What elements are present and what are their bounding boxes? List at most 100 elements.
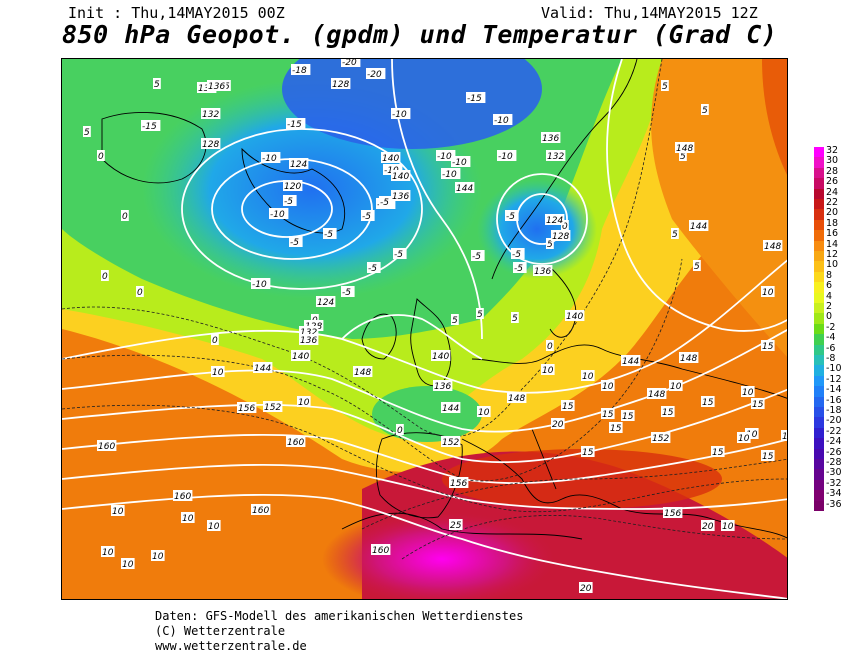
temperature-label-box [111,505,125,516]
geopotential-label: 160 [252,506,269,516]
geopotential-label: 144 [442,404,459,414]
temperature-label-box [323,228,337,239]
geopotential-label: 120 [284,182,301,192]
geopotential-label: 136 [542,134,559,144]
geopotential-label: 140 [566,312,583,322]
temperature-label: 5 [154,80,160,90]
geopotential-label: 152 [264,403,281,413]
colorbar-tick-label: 18 [826,217,839,229]
colorbar-tick-label: 14 [826,238,839,250]
colorbar-tick-label: -30 [826,467,842,479]
temperature-label: 25 [450,521,462,531]
temperature-label-box [601,408,615,419]
temperature-label-box [601,380,615,391]
temperature-label-box [391,108,411,119]
colorbar-tick-label: -6 [826,342,836,354]
temperature-label-box [701,520,715,531]
geopotential-label: 152 [652,434,669,444]
temperature-label: 10 [738,434,750,444]
temperature-label-box [383,164,403,175]
temperature-label-box [466,92,486,103]
geopotential-label: 140 [432,352,449,362]
colorbar-tick-label: 24 [826,186,839,198]
temperature-label-box [441,168,461,179]
geopotential-label: 132 [300,328,317,338]
temperature-label: 5 [477,310,483,320]
temperature-colorbar [814,147,824,512]
temperature-label: 5 [694,262,700,272]
temperature-label: 10 [602,382,614,392]
geopotential-label-box [651,432,671,443]
colorbar-tick-label: 4 [826,290,833,302]
colorbar-tick-label: 20 [826,207,839,219]
temperature-label: 5 [452,316,458,326]
colorbar-tick-label: 10 [826,259,839,271]
geopotential-label-box [533,265,553,276]
temperature-label-box [711,446,725,457]
geopotential-label-box [207,80,227,91]
temperature-label-box [297,396,311,407]
colorbar-tick-label: 26 [826,176,839,188]
temperature-label: -5 [472,252,481,262]
geopotential-label: 128 [552,232,569,242]
temperature-label-box [283,195,297,206]
temperature-label-box [541,364,555,375]
colorbar-cell [814,396,824,408]
geopotential-label-box [173,490,193,501]
temperature-label-box [513,262,527,273]
temperature-label: 0 [102,272,108,282]
colorbar-cell [814,147,824,158]
geopotential-label-box [545,214,565,225]
coastline-norway [491,59,638,280]
geopotential-label-box [391,170,411,181]
colorbar-cell [814,178,824,190]
temperature-label-box [269,208,289,219]
temperature-label-box [361,210,375,221]
temperature-label: 10 [122,560,134,570]
geopotential-label: 124 [290,160,307,170]
isohypse-160 [62,493,787,599]
temperature-label-box [141,120,161,131]
geopotential-label-box [763,240,783,251]
isohypse-low-scand-128 [496,173,588,265]
coastline-ireland [361,313,397,360]
temperature-label-box [451,314,459,325]
colorbar-cell [814,261,824,273]
temperature-label-box [669,380,683,391]
temperature-label-box [449,519,463,530]
temperature-label: 15 [782,432,788,442]
temperature-label: 0 [397,426,403,436]
temperature-label-box [745,428,759,439]
temperature-label: 10 [212,368,224,378]
geopotential-label: 128 [332,80,349,90]
temperature-label-box [436,150,456,161]
temperature-label: -10 [494,116,509,126]
geopotential-label-box [663,507,683,518]
geopotential-label-box [621,355,641,366]
colorbar-cell [814,251,824,262]
colorbar-cell [814,303,824,314]
geopotential-label: 156 [450,479,467,489]
temperature-label-box [581,370,595,381]
geopotential-contours [62,59,787,599]
temperature-label: -10 [498,152,513,162]
colorbar-tick-label: 32 [826,145,839,156]
temperature-label: 15 [702,398,714,408]
temperature-label-box [679,150,687,161]
temperature-label-box [151,550,165,561]
temperature-label: -15 [142,122,157,132]
temperature-label-box [476,308,484,319]
colorbar-cell [814,479,824,491]
temperature-label-box [546,238,554,249]
geopotential-label: 132 [202,110,219,120]
temperature-label-box [261,152,281,163]
geopotential-label: 148 [508,394,525,404]
geopotential-label: 140 [382,154,399,164]
temperature-label: 0 [137,288,143,298]
geopotential-label: 156 [664,509,681,519]
temperature-label-box [101,270,109,281]
geopotential-label-box [441,402,461,413]
temperature-label-box [737,432,751,443]
colorbar-tick-label: 22 [826,197,839,208]
geopotential-label-box [391,190,411,201]
